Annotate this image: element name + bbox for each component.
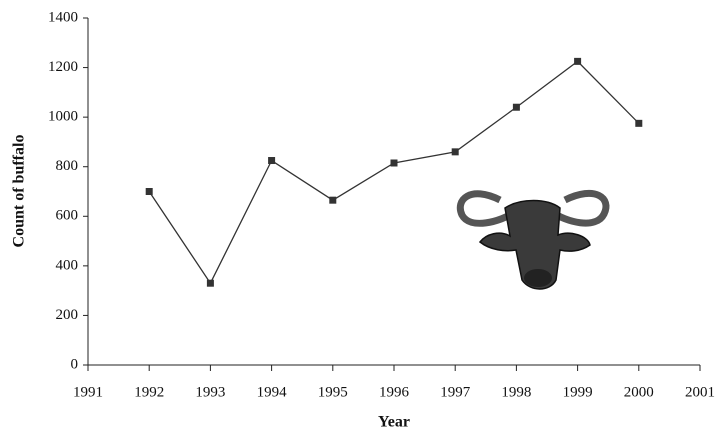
- buffalo-head: [478, 199, 591, 290]
- muzzle: [524, 269, 552, 287]
- marker: [635, 119, 643, 127]
- marker: [451, 148, 459, 156]
- y-tick-label: 400: [56, 257, 79, 273]
- x-tick-label: 1992: [134, 384, 164, 400]
- y-tick-label: 200: [56, 307, 79, 323]
- x-tick-label: 1999: [563, 384, 593, 400]
- marker: [574, 57, 582, 65]
- x-tick-label: 1998: [501, 384, 531, 400]
- buffalo-illustration: [456, 189, 610, 290]
- y-tick-label: 800: [56, 158, 79, 174]
- marker: [268, 157, 276, 165]
- y-tick-label: 0: [71, 356, 79, 372]
- marker: [512, 103, 520, 111]
- y-tick-label: 1200: [48, 59, 78, 75]
- x-tick-label: 1994: [257, 384, 288, 400]
- marker: [145, 188, 153, 195]
- x-tick-label: 1993: [195, 384, 225, 400]
- x-tick-label: 2001: [685, 384, 715, 400]
- x-axis-title: Year: [378, 414, 410, 431]
- marker: [206, 279, 214, 287]
- marker: [390, 159, 398, 167]
- y-tick-label: 600: [56, 208, 79, 224]
- marker: [329, 196, 337, 204]
- x-tick-label: 1997: [440, 384, 471, 400]
- y-tick-label: 1000: [48, 109, 78, 125]
- x-tick-label: 1991: [73, 384, 103, 400]
- y-axis-title: Count of buffalo: [11, 135, 28, 248]
- horn: [456, 190, 517, 227]
- horn: [549, 189, 610, 227]
- x-tick-label: 2000: [624, 384, 654, 400]
- x-tick-label: 1996: [379, 384, 410, 400]
- y-tick-label: 1400: [48, 9, 78, 25]
- x-tick-label: 1995: [318, 384, 348, 400]
